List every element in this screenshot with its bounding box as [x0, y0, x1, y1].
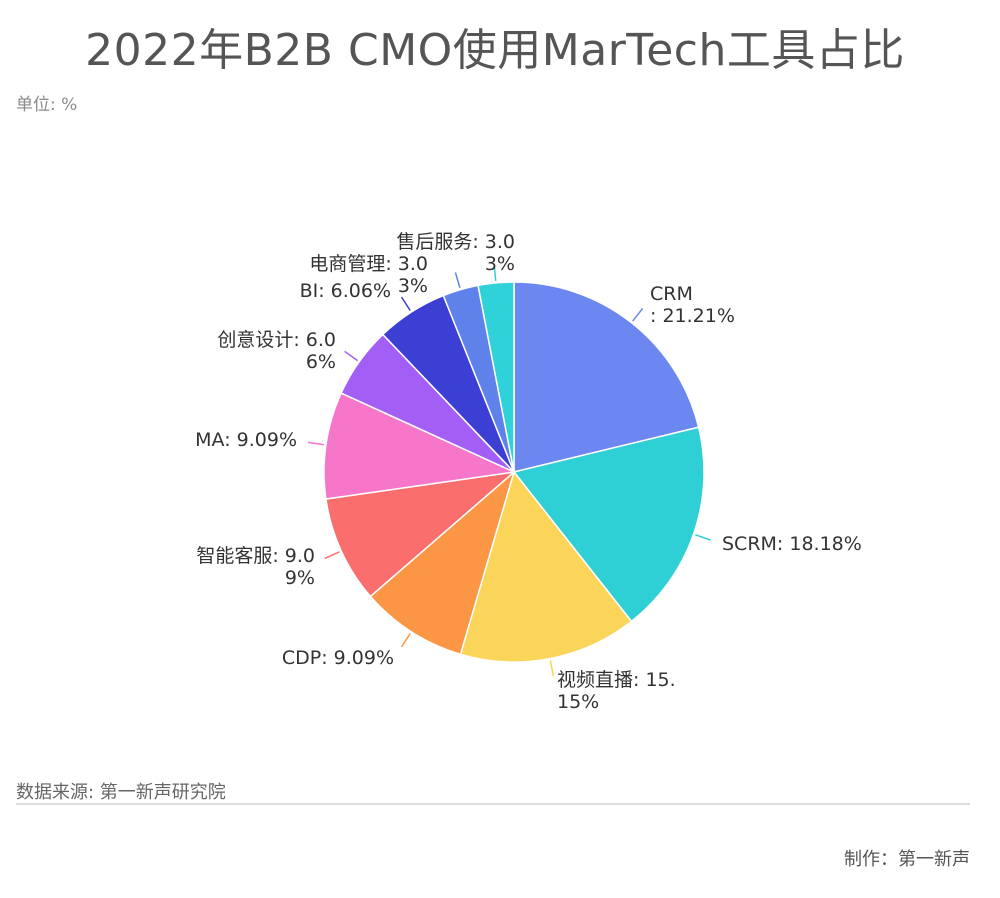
leader-line-创意设计	[344, 350, 359, 362]
pie-slices	[323, 281, 705, 663]
leader-line-智能客服	[324, 551, 340, 560]
credit-note: 制作：第一新声	[844, 849, 970, 870]
pie-slice-智能客服	[325, 470, 517, 598]
source-note: 数据来源: 第一新声研究院	[16, 782, 226, 803]
slice-label-电商管理: 电商管理: 3.0 3%	[309, 253, 428, 297]
slice-label-line: 售后服务: 3.0	[396, 231, 515, 253]
slice-label-视频直播: 视频直播: 15. 15%	[557, 669, 676, 713]
slice-labels: CRM: 21.21% SCRM: 18.18% 视频直播: 15. 15% CDP: …	[195, 231, 862, 713]
slice-label-crm: CRM: 21.21%	[650, 283, 735, 327]
pie-slice-cdp	[369, 469, 516, 656]
slice-label-line: 电商管理: 3.0	[309, 253, 428, 275]
leader-line-售后服务	[493, 264, 497, 281]
slice-label-创意设计: 创意设计: 6.0 6%	[217, 329, 336, 373]
slice-label-cdp: CDP: 9.09%	[282, 647, 394, 669]
pie-slice-scrm	[512, 426, 705, 623]
pie-slice-售后服务	[477, 281, 515, 473]
slice-label-ma: MA: 9.09%	[195, 429, 297, 451]
slice-label-line: 6%	[306, 351, 336, 373]
slice-label-line: 创意设计: 6.0	[217, 329, 336, 351]
slice-label-bi: BI: 6.06%	[300, 280, 391, 302]
pie-slice-视频直播	[459, 470, 633, 663]
slice-label-line: : 21.21%	[650, 305, 735, 327]
slice-label-line: 智能客服: 9.0	[196, 545, 315, 567]
slice-label-line: CDP: 9.09%	[282, 647, 394, 669]
slice-label-line: 9%	[285, 567, 315, 589]
leader-lines	[307, 264, 711, 677]
slice-label-line: SCRM: 18.18%	[722, 533, 862, 555]
divider	[16, 803, 970, 805]
slice-label-line: 3%	[398, 275, 428, 297]
unit-label: 单位: %	[16, 95, 78, 115]
leader-line-crm	[632, 308, 644, 322]
leader-line-scrm	[695, 534, 711, 541]
leader-line-ma	[307, 441, 325, 446]
slice-label-line: CRM	[650, 283, 693, 305]
leader-line-cdp	[400, 633, 411, 648]
slice-label-line: BI: 6.06%	[300, 280, 391, 302]
slice-label-智能客服: 智能客服: 9.0 9%	[196, 545, 315, 589]
pie-slice-crm	[513, 281, 700, 473]
slice-label-line: 视频直播: 15.	[557, 669, 676, 691]
slice-label-售后服务: 售后服务: 3.0 3%	[396, 231, 515, 275]
leader-line-bi	[400, 296, 411, 311]
slice-label-scrm: SCRM: 18.18%	[722, 533, 862, 555]
leader-line-视频直播	[549, 660, 555, 677]
chart-title: 2022年B2B CMO使用MarTech工具占比	[85, 25, 905, 76]
slice-label-line: MA: 9.09%	[195, 429, 297, 451]
slice-label-line: 15%	[557, 691, 599, 713]
pie-slice-ma	[323, 392, 517, 500]
slice-label-line: 3%	[485, 253, 515, 275]
leader-line-电商管理	[454, 272, 461, 289]
pie-chart: CRM: 21.21% SCRM: 18.18% 视频直播: 15. 15% CDP: …	[195, 231, 862, 713]
